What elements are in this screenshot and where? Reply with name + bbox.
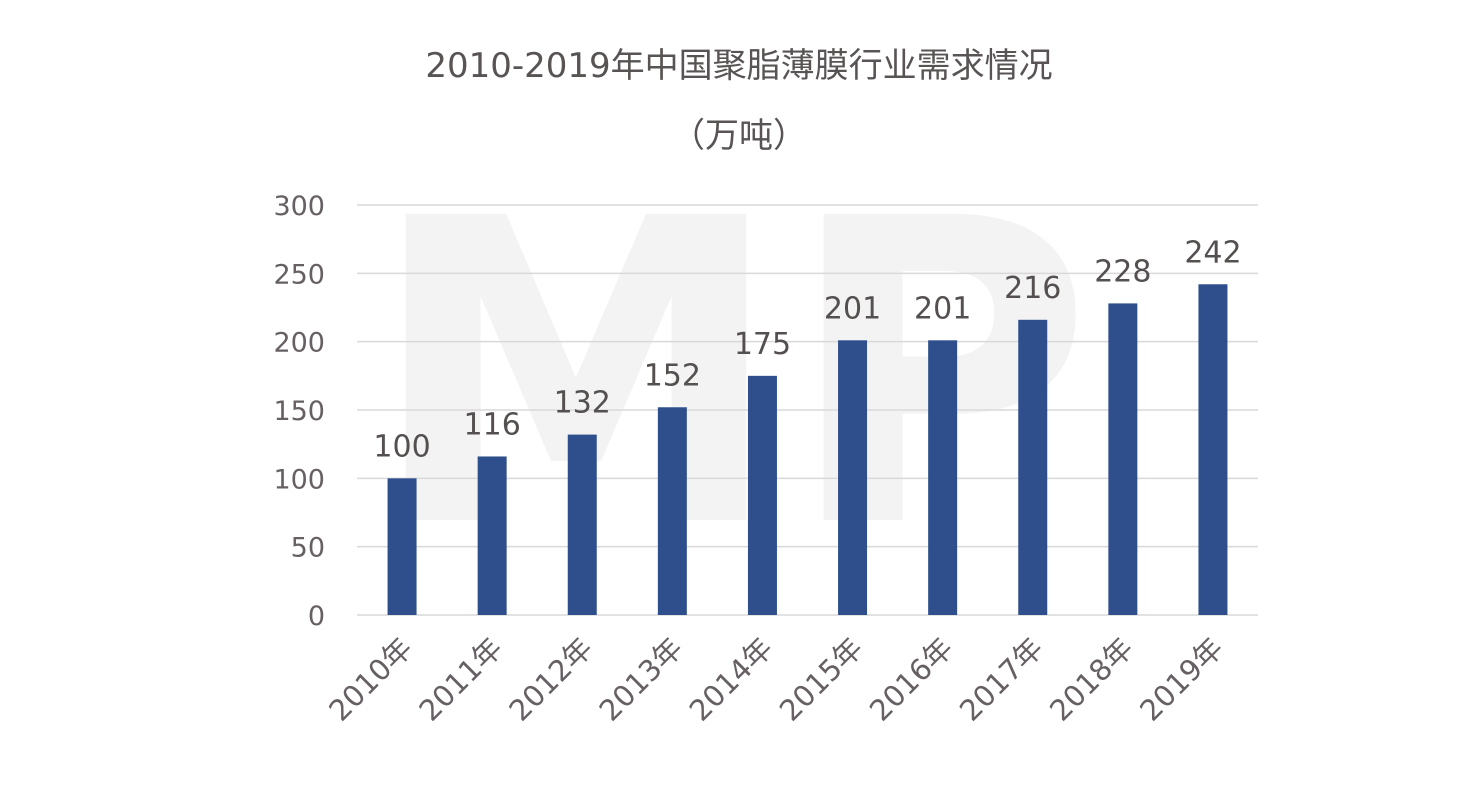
data-label: 201: [914, 291, 971, 326]
data-label: 100: [373, 429, 430, 464]
bar: [387, 478, 417, 615]
x-tick-label: 2011年: [412, 631, 509, 728]
data-label: 242: [1184, 235, 1241, 270]
x-tick-label: 2013年: [593, 631, 690, 728]
y-tick-label: 150: [273, 396, 325, 427]
y-tick-label: 200: [273, 328, 325, 359]
y-tick-label: 300: [273, 191, 325, 222]
data-label: 152: [644, 358, 701, 393]
x-tick-label: 2017年: [953, 631, 1050, 728]
data-label: 175: [734, 327, 791, 362]
data-label: 216: [1004, 271, 1061, 306]
x-tick-label: 2014年: [683, 631, 780, 728]
data-label: 228: [1094, 254, 1151, 289]
bar: [1108, 303, 1138, 615]
x-axis: 2010年2011年2012年2013年2014年2015年2016年2017年…: [322, 631, 1230, 728]
bar: [928, 340, 958, 615]
x-tick-label: 2015年: [773, 631, 870, 728]
x-tick-label: 2010年: [322, 631, 419, 728]
data-label: 116: [464, 407, 521, 442]
y-tick-label: 50: [291, 533, 325, 564]
y-axis: 0 50 100 150 200 250 300: [273, 191, 325, 632]
bar: [477, 456, 507, 615]
x-tick-label: 2019年: [1133, 631, 1230, 728]
chart-title: 2010-2019年中国聚脂薄膜行业需求情况: [425, 46, 1053, 86]
y-tick-label: 250: [273, 259, 325, 290]
chart-subtitle: （万吨）: [671, 116, 807, 156]
bar: [1198, 284, 1228, 615]
gridlines: [357, 204, 1258, 616]
data-label: 201: [824, 291, 881, 326]
data-labels: 100 116 132 152 175 201 201 216 228 242: [373, 235, 1241, 464]
bar: [1018, 319, 1048, 615]
data-label: 132: [554, 386, 611, 421]
bar: [657, 407, 687, 615]
bar: [567, 434, 597, 615]
x-tick-label: 2016年: [863, 631, 960, 728]
y-tick-label: 100: [273, 464, 325, 495]
bar: [838, 340, 868, 615]
bar: [747, 375, 777, 615]
bar-series: [387, 284, 1228, 615]
x-tick-label: 2018年: [1043, 631, 1140, 728]
x-tick-label: 2012年: [502, 631, 599, 728]
y-tick-label: 0: [308, 601, 325, 632]
